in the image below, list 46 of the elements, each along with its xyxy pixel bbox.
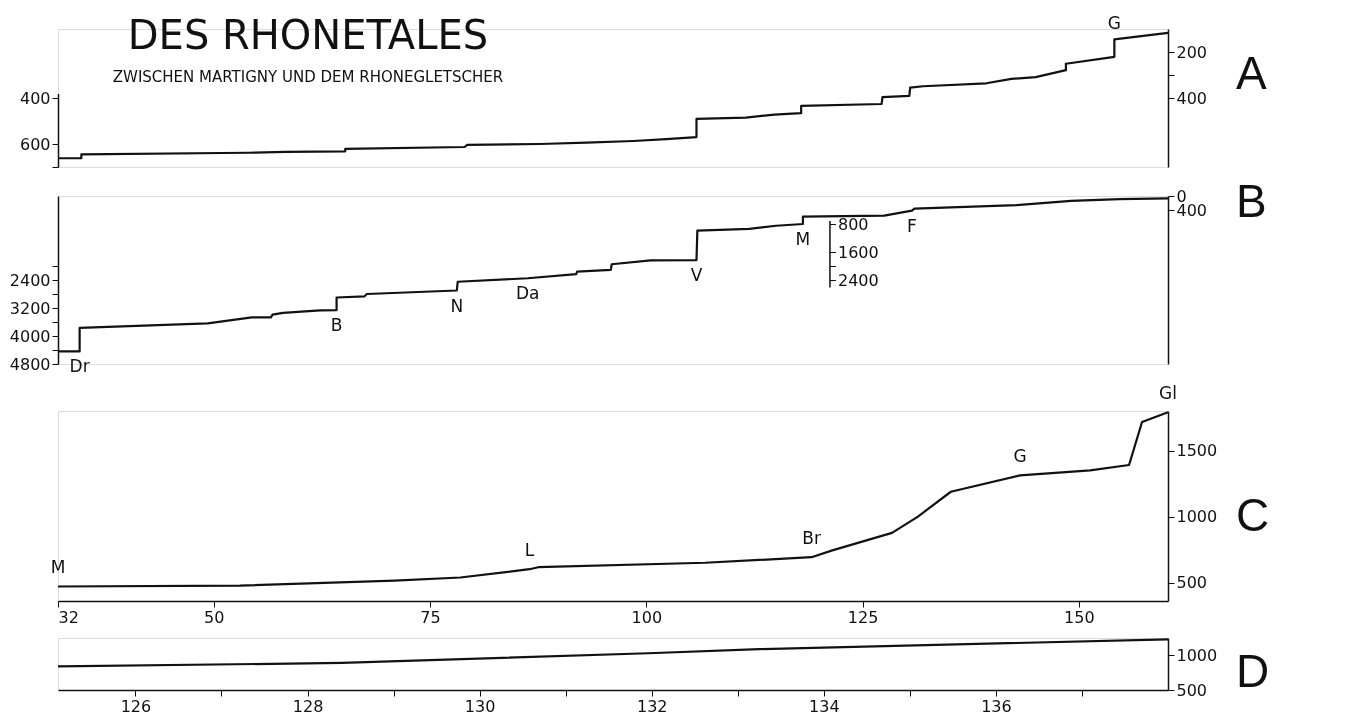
annotation: Dr <box>69 356 90 377</box>
y-tick-label: 1500 <box>1176 441 1218 461</box>
y3-tick-label: 1600 <box>837 242 879 262</box>
series-label: D <box>1236 644 1270 697</box>
y-tick-label: 3200 <box>9 298 51 318</box>
y3-tick-label: 2400 <box>837 270 879 290</box>
series-label: B <box>1236 175 1267 227</box>
annotation: M <box>50 557 66 578</box>
y-tick-label: 4000 <box>9 326 51 346</box>
y-tick-label: 1000 <box>1176 645 1218 665</box>
y-tick-label: 500 <box>1176 573 1208 593</box>
x-tick-label: 126 <box>120 696 152 716</box>
annotation: N <box>450 295 464 316</box>
annotation: G <box>1107 13 1121 34</box>
annotation: G <box>1013 446 1027 467</box>
y3-tick-label: 800 <box>837 214 869 234</box>
x-tick-label: 50 <box>204 607 225 627</box>
y2-tick-label: 200 <box>1176 42 1208 62</box>
x-tick-label: 150 <box>1064 607 1095 627</box>
x-tick-label: 130 <box>464 696 496 716</box>
annotation: F <box>907 215 917 236</box>
annotation: B <box>330 315 343 336</box>
text: C <box>1236 488 1270 541</box>
annotation: L <box>524 540 535 561</box>
annotation: Da <box>516 283 540 304</box>
y-tick-label: 2400 <box>9 270 51 290</box>
x-tick-label: 128 <box>292 696 324 716</box>
x-tick-label: 125 <box>847 607 879 627</box>
x-tick-label: 136 <box>981 696 1012 716</box>
annotation: Br <box>802 528 821 549</box>
chart-subtitle: ZWISCHEN MARTIGNY UND DEM RHONEGLETSCHER <box>112 68 504 86</box>
annotation: V <box>690 265 703 286</box>
y-tick-label: 400 <box>19 88 51 108</box>
x-tick-label: 132 <box>636 696 668 716</box>
y-tick-label: 1000 <box>1176 507 1218 527</box>
y-tick-label: 4800 <box>9 354 51 374</box>
x-tick-label: 75 <box>420 607 441 627</box>
x-tick-label: 100 <box>631 607 663 627</box>
chart-title: DES RHONETALES <box>127 12 489 58</box>
y-tick-label: 600 <box>19 134 51 154</box>
y-tick-label: 500 <box>1176 680 1208 700</box>
x-tick-label: 134 <box>809 696 840 716</box>
annotation: Gl <box>1159 383 1177 404</box>
x-tick-label: 32 <box>58 607 79 627</box>
annotation: M <box>795 229 811 249</box>
series-label: A <box>1236 47 1267 99</box>
